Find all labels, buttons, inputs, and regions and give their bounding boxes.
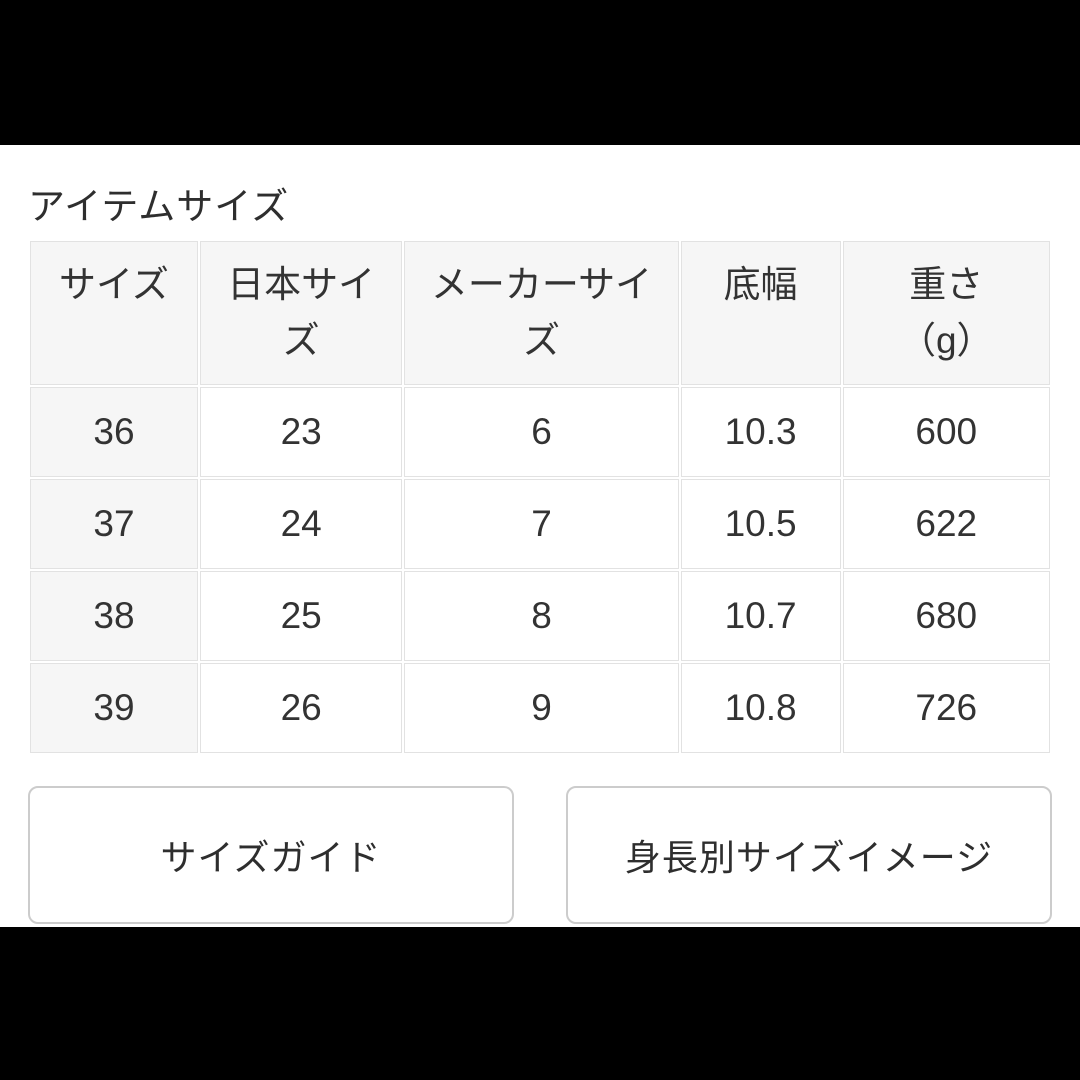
cell-maker-size: 9 [404,663,679,753]
table-row: 39 26 9 10.8 726 [30,663,1050,753]
column-header-weight: 重さ （g） [842,241,1050,385]
cell-size: 37 [30,479,198,569]
cell-maker-size: 8 [404,571,679,661]
cell-japan-size: 23 [199,387,403,477]
letterbox-top [0,0,1080,145]
cell-weight: 680 [842,571,1050,661]
table-row: 36 23 6 10.3 600 [30,387,1050,477]
cell-japan-size: 26 [199,663,403,753]
table-header-row: サイズ 日本サイ ズ メーカーサイ ズ 底幅 重さ （g） [30,241,1050,385]
size-table: サイズ 日本サイ ズ メーカーサイ ズ 底幅 重さ （g） 36 23 6 10… [28,239,1052,755]
table-row: 37 24 7 10.5 622 [30,479,1050,569]
cell-sole-width: 10.8 [680,663,841,753]
cell-sole-width: 10.7 [680,571,841,661]
cell-maker-size: 6 [404,387,679,477]
table-row: 38 25 8 10.7 680 [30,571,1050,661]
column-header-maker-size: メーカーサイ ズ [404,241,679,385]
column-header-japan-size: 日本サイ ズ [199,241,403,385]
cell-size: 38 [30,571,198,661]
height-size-image-button[interactable]: 身長別サイズイメージ [566,786,1052,924]
cell-size: 39 [30,663,198,753]
column-header-size: サイズ [30,241,198,385]
cell-maker-size: 7 [404,479,679,569]
cell-japan-size: 25 [199,571,403,661]
cell-sole-width: 10.5 [680,479,841,569]
cell-weight: 622 [842,479,1050,569]
cell-size: 36 [30,387,198,477]
column-header-sole-width: 底幅 [680,241,841,385]
page-title: アイテムサイズ [28,186,290,227]
size-guide-button[interactable]: サイズガイド [28,786,514,924]
cell-weight: 600 [842,387,1050,477]
cell-sole-width: 10.3 [680,387,841,477]
cell-weight: 726 [842,663,1050,753]
letterbox-bottom [0,927,1080,1080]
item-size-panel: アイテムサイズ サイズ 日本サイ ズ メーカーサイ ズ 底幅 重さ （g） 36… [0,145,1080,927]
cell-japan-size: 24 [199,479,403,569]
button-row: サイズガイド 身長別サイズイメージ [28,786,1052,924]
